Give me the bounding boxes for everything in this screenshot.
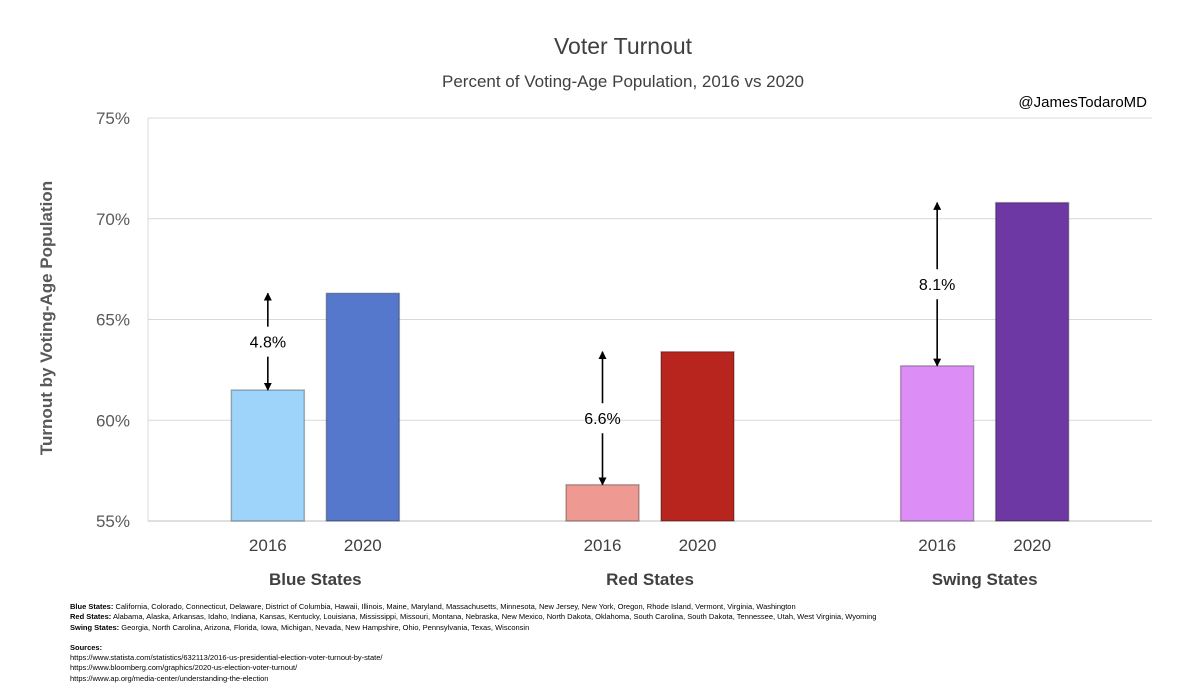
blue-states-change-label: 4.8% [250,335,286,352]
change-arrows: 4.8% 6.6% 8.1% [250,201,955,486]
sources-label: Sources: [70,642,103,652]
turnout-chart: Voter Turnout Percent of Voting-Age Popu… [37,33,1152,589]
swing-states-bar-2016 [899,365,975,522]
blue-states-bar-2016 [230,389,306,522]
swing-states-bar-2020 [994,201,1070,522]
red-states-change-label: 6.6% [584,411,620,428]
author-credit: @JamesTodaroMD [1018,94,1147,111]
source-link[interactable]: https://www.bloomberg.com/graphics/2020-… [70,663,298,673]
y-tick-label: 55% [96,512,130,531]
sources-heading: Sources: [70,643,1170,653]
chart-title: Voter Turnout [554,33,693,59]
blue-states-note: Blue States: California, Colorado, Conne… [70,602,1170,612]
source-link[interactable]: https://www.ap.org/media-center/understa… [70,673,269,683]
x-tick-label: 2016 [918,536,956,555]
x-tick-label: 2020 [679,536,717,555]
footnotes: Blue States: California, Colorado, Conne… [70,602,1170,684]
chart-subtitle: Percent of Voting-Age Population, 2016 v… [442,72,804,91]
swing-states-note: Swing States: Georgia, North Carolina, A… [70,623,1170,633]
red-states-note: Red States: Alabama, Alaska, Arkansas, I… [70,612,1170,622]
swing-states-change-label: 8.1% [919,277,955,294]
x-tick-label: 2020 [1013,536,1051,555]
red-states-group-label: Red States [606,570,694,589]
x-tick-label: 2020 [344,536,382,555]
y-tick-label: 75% [96,109,130,128]
y-tick-label: 70% [96,210,130,229]
blue-states-group-label: Blue States [269,570,362,589]
x-tick-label: 2016 [249,536,287,555]
y-tick-label: 60% [96,411,130,430]
red-states-list: Alabama, Alaska, Arkansas, Idaho, Indian… [112,612,877,622]
blue-states-bar-2020 [325,292,401,522]
y-tick-label: 65% [96,311,130,330]
swing-states-note-label: Swing States: [70,622,120,632]
swing-states-group-label: Swing States [932,570,1038,589]
blue-states-note-label: Blue States: [70,602,114,611]
x-tick-label: 2016 [584,536,622,555]
swing-states-list: Georgia, North Carolina, Arizona, Florid… [121,622,530,632]
red-states-bar-2016 [565,483,640,522]
red-states-bar-2020 [660,350,735,522]
y-axis-ticks: 55% 60% 65% 70% 75% [96,109,130,531]
red-states-note-label: Red States: [70,612,112,622]
bars [230,201,1070,522]
gridlines [147,117,1152,522]
blue-states-list: California, Colorado, Connecticut, Delaw… [115,602,796,611]
x-axis-labels: 2016 2020 Blue States 2016 2020 Red States 201… [249,536,1051,589]
y-axis-label: Turnout by Voting-Age Population [37,181,56,455]
source-link[interactable]: https://www.statista.com/statistics/6321… [70,653,383,663]
